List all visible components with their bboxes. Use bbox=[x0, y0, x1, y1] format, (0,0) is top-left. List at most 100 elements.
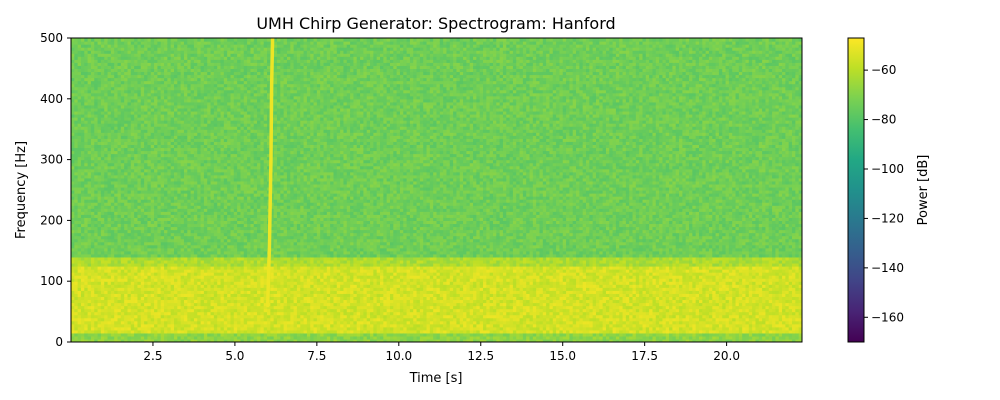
heatmap-cell bbox=[120, 126, 125, 130]
heatmap-cell bbox=[80, 208, 85, 212]
heatmap-cell bbox=[100, 44, 105, 48]
heatmap-cell bbox=[114, 299, 119, 304]
heatmap-cell bbox=[134, 205, 139, 209]
heatmap-cell bbox=[160, 196, 165, 200]
heatmap-cell bbox=[77, 89, 82, 94]
heatmap-cell bbox=[140, 74, 145, 79]
heatmap-cell bbox=[150, 41, 155, 45]
heatmap-cell bbox=[107, 287, 112, 291]
heatmap-cell bbox=[80, 226, 85, 231]
heatmap-cell bbox=[100, 314, 105, 319]
heatmap-cell bbox=[77, 214, 82, 218]
heatmap-cell bbox=[127, 62, 132, 66]
heatmap-cell bbox=[150, 259, 155, 264]
heatmap-cell bbox=[120, 217, 125, 221]
heatmap-cell bbox=[120, 214, 125, 218]
heatmap-cell bbox=[130, 320, 135, 325]
heatmap-cell bbox=[147, 162, 152, 167]
heatmap-cell bbox=[74, 262, 79, 267]
heatmap-cell bbox=[147, 220, 152, 225]
heatmap-cell bbox=[157, 114, 162, 118]
heatmap-cell bbox=[94, 311, 99, 316]
heatmap-cell bbox=[144, 147, 149, 152]
heatmap-cell bbox=[137, 247, 142, 252]
heatmap-cell bbox=[94, 226, 99, 231]
heatmap-cell bbox=[127, 287, 132, 291]
heatmap-cell bbox=[154, 156, 158, 161]
heatmap-cell bbox=[137, 235, 142, 240]
heatmap-cell bbox=[74, 44, 79, 48]
heatmap-cell bbox=[154, 144, 158, 149]
heatmap-cell bbox=[104, 232, 109, 237]
heatmap-cell bbox=[117, 281, 122, 285]
heatmap-cell bbox=[130, 159, 135, 164]
heatmap-cell bbox=[94, 41, 99, 45]
heatmap-cell bbox=[150, 56, 155, 60]
heatmap-cell bbox=[134, 168, 139, 173]
heatmap-cell bbox=[127, 89, 132, 94]
heatmap-cell bbox=[154, 217, 158, 221]
heatmap-cell bbox=[107, 226, 112, 231]
heatmap-cell bbox=[137, 332, 142, 337]
heatmap-cell bbox=[97, 272, 102, 276]
heatmap-cell bbox=[147, 205, 152, 209]
heatmap-cell bbox=[90, 329, 95, 334]
heatmap-cell bbox=[124, 199, 129, 203]
heatmap-cell bbox=[104, 168, 109, 173]
heatmap-cell bbox=[160, 223, 165, 228]
heatmap-cell bbox=[134, 77, 139, 82]
heatmap-cell bbox=[94, 120, 99, 124]
heatmap-cell bbox=[150, 247, 155, 252]
heatmap-cell bbox=[150, 177, 155, 182]
heatmap-cell bbox=[140, 190, 145, 194]
heatmap-cell bbox=[127, 266, 132, 270]
heatmap-cell bbox=[154, 62, 158, 66]
heatmap-cell bbox=[120, 156, 125, 161]
heatmap-cell bbox=[147, 323, 152, 328]
heatmap-cell bbox=[107, 132, 112, 136]
heatmap-cell bbox=[137, 284, 142, 288]
heatmap-cell bbox=[90, 138, 95, 142]
heatmap-cell bbox=[120, 144, 125, 149]
heatmap-cell bbox=[97, 226, 102, 231]
heatmap-cell bbox=[150, 165, 155, 170]
heatmap-cell bbox=[147, 217, 152, 221]
heatmap-cell bbox=[80, 296, 85, 301]
heatmap-cell bbox=[87, 272, 92, 276]
heatmap-cell bbox=[124, 299, 129, 304]
heatmap-cell bbox=[84, 59, 89, 63]
heatmap-cell bbox=[147, 56, 152, 60]
heatmap-cell bbox=[150, 338, 155, 342]
heatmap-cell bbox=[157, 150, 162, 155]
heatmap-cell bbox=[84, 320, 89, 325]
heatmap-cell bbox=[80, 126, 85, 130]
heatmap-cell bbox=[127, 186, 132, 191]
heatmap-cell bbox=[140, 193, 145, 197]
heatmap-cell bbox=[117, 74, 122, 79]
heatmap-cell bbox=[140, 65, 145, 69]
heatmap-cell bbox=[124, 253, 129, 258]
heatmap-cell bbox=[130, 338, 135, 342]
heatmap-cell bbox=[97, 162, 102, 167]
heatmap-cell bbox=[87, 247, 92, 252]
heatmap-cell bbox=[84, 53, 89, 57]
heatmap-cell bbox=[94, 150, 99, 155]
heatmap-cell bbox=[147, 190, 152, 194]
heatmap-cell bbox=[117, 104, 122, 109]
heatmap-cell bbox=[160, 141, 165, 145]
heatmap-cell bbox=[137, 92, 142, 97]
heatmap-cell bbox=[74, 241, 79, 246]
heatmap-cell bbox=[127, 269, 132, 273]
heatmap-cell bbox=[147, 59, 152, 63]
heatmap-cell bbox=[137, 168, 142, 173]
heatmap-cell bbox=[104, 141, 109, 145]
heatmap-cell bbox=[127, 196, 132, 200]
heatmap-cell bbox=[97, 123, 102, 127]
heatmap-cell bbox=[110, 180, 115, 185]
heatmap-cell bbox=[117, 326, 122, 331]
heatmap-cell bbox=[124, 275, 129, 279]
heatmap-cell bbox=[87, 156, 92, 161]
heatmap-cell bbox=[114, 144, 119, 149]
heatmap-cell bbox=[114, 211, 119, 215]
heatmap-cell bbox=[114, 281, 119, 285]
